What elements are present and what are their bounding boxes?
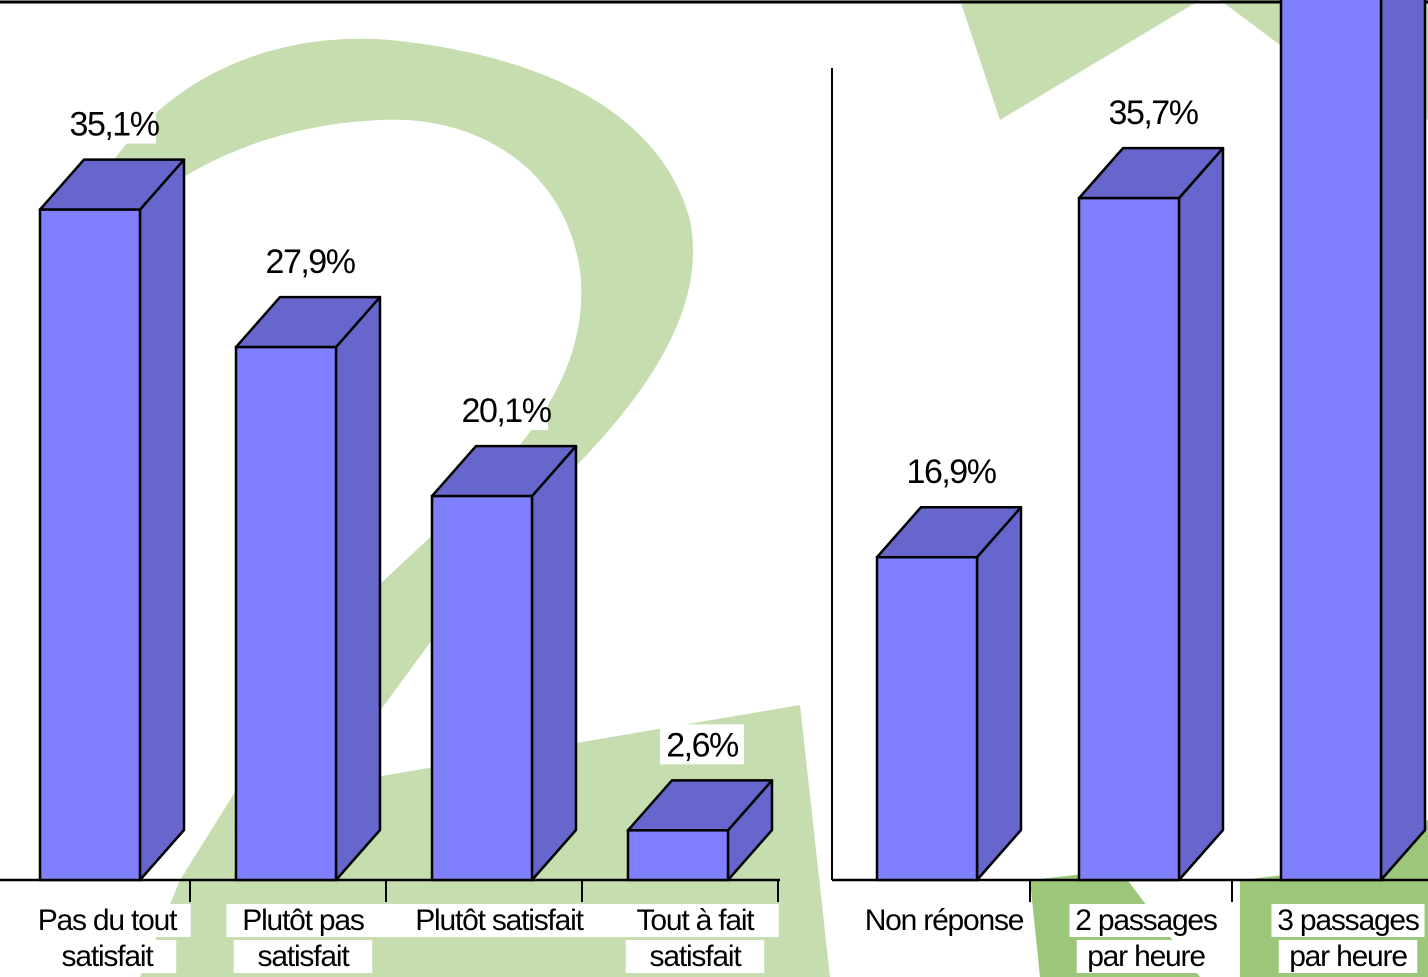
value-labels-group: 35,1% 27,9% 20,1% 2,6%: [70, 103, 744, 765]
value-labels-group: 16,9%35,7%47,4%: [907, 92, 1200, 492]
category-label-line: satisfait: [650, 940, 743, 973]
bars-group: [38, 158, 774, 882]
bar-side-face: [1379, 0, 1427, 882]
value-label: 20,1%: [462, 392, 552, 430]
watermark-one-top: [960, 0, 1200, 120]
bar-side-face: [138, 158, 186, 882]
bar-4: [626, 779, 774, 882]
category-label: Plutôt satisfait: [379, 904, 619, 937]
bar-1: [38, 158, 186, 882]
category-label-bg: [611, 904, 779, 937]
bar-front-face: [234, 345, 338, 882]
bar-side-face: [334, 295, 382, 882]
value-label: 2,6%: [666, 726, 739, 764]
value-label: 27,9%: [266, 243, 356, 281]
category-label-line: Non réponse: [865, 904, 1024, 937]
category-label-bg: [1069, 904, 1223, 937]
category-label-line: 3 passages: [1277, 904, 1419, 937]
bar-front-face: [626, 829, 730, 882]
category-label-line: Plutôt satisfait: [415, 904, 584, 937]
category-label-bg: [625, 940, 765, 973]
category-label: Non réponse: [860, 904, 1028, 937]
watermark-two-top: [90, 38, 694, 690]
category-label-bg: [23, 904, 191, 937]
category-label-bg: [1076, 940, 1216, 973]
value-label: 35,7%: [1109, 94, 1199, 132]
bar-3: [430, 444, 578, 882]
category-label-line: Plutôt pas: [242, 904, 364, 937]
category-label-bg: [37, 940, 177, 973]
category-label-bg: [860, 904, 1028, 937]
bar-front-face: [38, 208, 142, 882]
value-label-bg: [72, 103, 156, 144]
bar-side-face: [1177, 146, 1225, 882]
bar-2: [1077, 146, 1225, 882]
value-label: 35,1%: [70, 106, 160, 144]
chart-satisfaction: 35,1%27,9%20,1%2,6% Pas du toutsatisfait…: [0, 103, 780, 973]
bars-group: [875, 0, 1427, 882]
value-label-bg: [909, 451, 993, 492]
category-label-line: par heure: [1289, 940, 1407, 973]
bar-front-face: [1077, 196, 1181, 882]
category-label-bg: [379, 904, 619, 937]
value-label-bg: [464, 390, 548, 431]
value-label: 16,9%: [907, 453, 997, 491]
category-label-bg: [233, 940, 373, 973]
category-label-line: 2 passages: [1075, 904, 1217, 937]
category-label-bg: [1271, 904, 1425, 937]
value-label-bg: [1111, 92, 1195, 133]
bar-side-face: [530, 444, 578, 882]
value-label-bg: [660, 724, 744, 765]
category-label-line: satisfait: [258, 940, 351, 973]
bar-front-face: [875, 555, 979, 882]
category-label-line: satisfait: [62, 940, 155, 973]
value-label-bg: [268, 241, 352, 282]
bar-front-face: [1279, 0, 1383, 882]
category-label-bg: [1278, 940, 1418, 973]
bar-front-face: [430, 494, 534, 882]
category-label-line: Pas du tout: [38, 904, 178, 937]
bar-side-face: [975, 505, 1023, 882]
category-label-line: Tout à fait: [637, 904, 756, 937]
bar-2: [234, 295, 382, 882]
category-label-bg: [226, 904, 380, 937]
category-label-line: par heure: [1087, 940, 1205, 973]
bar-1: [875, 505, 1023, 882]
bar-3: [1279, 0, 1427, 882]
